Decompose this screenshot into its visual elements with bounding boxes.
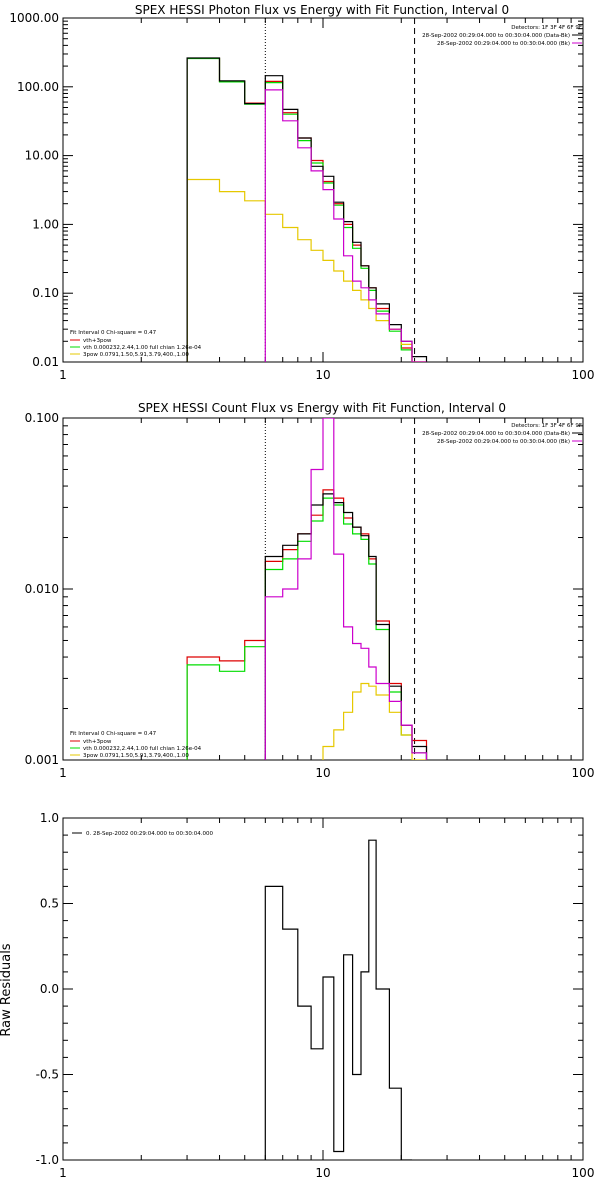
fit-legend-item: vth 0.000232,2.44,1.00 full chian 1.26e-… <box>83 746 202 752</box>
fit-legend-title: Fit Interval 0 Chi-square = 0.47 <box>70 330 157 336</box>
y-tick-label: 0.5 <box>40 897 59 911</box>
x-tick-label: 10 <box>315 1166 330 1180</box>
fit-legend-title: Fit Interval 0 Chi-square = 0.47 <box>70 731 157 737</box>
fit-legend-item: vth 0.000232,2.44,1.00 full chian 1.26e-… <box>83 345 202 351</box>
series-line-3pow <box>186 682 440 760</box>
photon-flux-panel: SPEX HESSI Photon Flux vs Energy with Fi… <box>9 3 594 382</box>
y-tick-label: 100.00 <box>17 80 59 94</box>
x-tick-label: 100 <box>572 766 595 780</box>
y-tick-label: 0.01 <box>32 355 59 369</box>
detectors-label: Detectors: 1F 3F 4F 6F 9F <box>511 25 582 31</box>
chart-title: SPEX HESSI Photon Flux vs Energy with Fi… <box>135 3 509 17</box>
series-group <box>186 18 428 362</box>
legend-label: 0. 28-Sep-2002 00:29:04.000 to 00:30:04.… <box>86 831 213 837</box>
x-tick-label: 1 <box>59 766 67 780</box>
x-tick-label: 10 <box>315 368 330 382</box>
y-tick-label: -1.0 <box>36 1153 59 1167</box>
series-line-bk <box>264 418 440 760</box>
series-line-0-28-sep-2002-00-29-04-000-to-00-30-04-000 <box>264 839 412 1160</box>
y-tick-label: 0.10 <box>32 286 59 300</box>
fit-legend-item: 3pow 0.0791,1.50,5.91,3.79,400.,1.00 <box>83 352 189 358</box>
y-tick-label: 1.0 <box>40 811 59 825</box>
x-tick-label: 100 <box>572 1166 595 1180</box>
data-bk-label: 28-Sep-2002 00:29:04.000 to 00:30:04.000… <box>422 33 570 39</box>
y-axis-label: Raw Residuals <box>0 943 14 1036</box>
series-group <box>186 418 440 760</box>
x-tick-label: 1 <box>59 368 67 382</box>
y-tick-label: 10.00 <box>25 149 59 163</box>
count-flux-panel: SPEX HESSI Count Flux vs Energy with Fit… <box>25 401 595 780</box>
y-tick-label: -0.5 <box>36 1068 59 1082</box>
data-bk-label: 28-Sep-2002 00:29:04.000 to 00:30:04.000… <box>422 431 570 437</box>
detectors-label: Detectors: 1F 3F 4F 6F 9F <box>511 423 582 429</box>
series-line-bk <box>264 89 427 362</box>
bk-label: 28-Sep-2002 00:29:04.000 to 00:30:04.000… <box>437 439 570 445</box>
y-tick-label: 1000.00 <box>9 11 59 25</box>
fit-legend-item: 3pow 0.0791,1.50,5.91,3.79,400.,1.00 <box>83 753 189 759</box>
residuals-panel: 1 10 100 -1.0 -0.5 0.0 0.5 1.0 Raw Residuals 0.… <box>0 811 594 1180</box>
series-group <box>264 839 412 1160</box>
fit-legend-item: vth+3pow <box>83 739 112 745</box>
fit-legend-item: vth+3pow <box>83 338 112 344</box>
y-tick-label: 0.100 <box>25 411 59 425</box>
y-tick-label: 0.0 <box>40 982 59 996</box>
x-tick-label: 10 <box>315 766 330 780</box>
x-tick-label: 100 <box>572 368 595 382</box>
bk-label: 28-Sep-2002 00:29:04.000 to 00:30:04.000… <box>437 41 570 47</box>
y-tick-label: 1.00 <box>32 217 59 231</box>
y-tick-label: 0.001 <box>25 753 59 767</box>
y-tick-label: 0.010 <box>25 582 59 596</box>
x-tick-label: 1 <box>59 1166 67 1180</box>
chart-title: SPEX HESSI Count Flux vs Energy with Fit… <box>138 401 506 415</box>
series-line-data-bk <box>186 57 428 362</box>
